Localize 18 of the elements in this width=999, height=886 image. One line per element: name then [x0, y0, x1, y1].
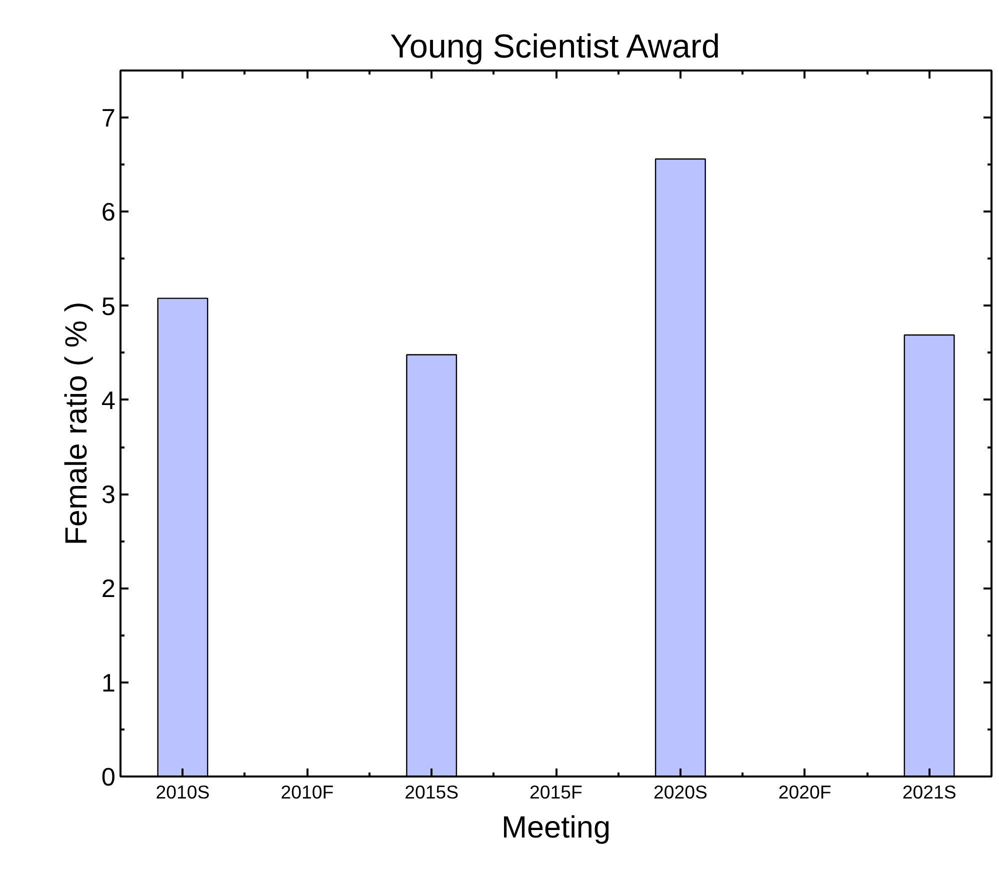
y-tick-label: 0 — [101, 764, 116, 792]
y-tick-label: 4 — [101, 386, 116, 415]
x-tick-label: 2021S — [902, 782, 956, 802]
chart-title: Young Scientist Award — [390, 28, 720, 66]
x-tick-label: 2010S — [156, 782, 210, 802]
y-tick-label: 1 — [101, 669, 116, 698]
x-tick-label: 2015F — [530, 782, 582, 802]
y-tick-label: 7 — [101, 104, 116, 133]
x-tick-label: 2020S — [653, 782, 708, 802]
x-axis-title: Meeting — [501, 810, 611, 844]
x-tick-label: 2010F — [280, 782, 334, 802]
x-tick-label: 2015S — [404, 782, 459, 802]
y-axis-title: Female ratio ( % ) — [59, 302, 94, 546]
y-tick-label: 6 — [101, 198, 116, 227]
x-tick-label: 2020F — [778, 782, 832, 802]
y-tick-label: 2 — [101, 575, 116, 604]
y-tick-label: 3 — [101, 481, 116, 510]
y-tick-label: 5 — [101, 292, 116, 321]
